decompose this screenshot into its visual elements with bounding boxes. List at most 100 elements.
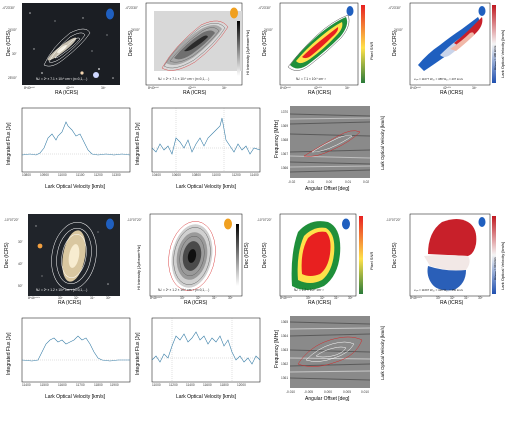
ra-tick: 30ˢ: [478, 296, 483, 300]
dec-tick: -4°23'30": [2, 6, 15, 10]
y-axis-label: Integrated Flux [Jy]: [135, 122, 141, 165]
ra-tick: 8ʰ40ᵐ⁰⁰: [280, 86, 291, 90]
ra-axis-label: RA (ICRS): [58, 300, 82, 306]
ra-tick: 32ˢ: [196, 296, 201, 300]
top-snr-panel: Nₙᴵ = 7.1 × 10¹⁹ cm⁻²: [279, 2, 366, 86]
top-spectrum-2: [151, 107, 261, 173]
column-density-note: Nₙᴵ = 1.2 × 10²⁰ cm⁻²: [294, 288, 324, 292]
pv-image: [289, 316, 371, 388]
dec-tick: -4°23'30": [388, 6, 401, 10]
beam-ellipse: [342, 218, 350, 230]
x-tick: 11000: [212, 173, 221, 177]
x-tick: 11200: [94, 173, 103, 177]
velocity-widths-note: vₛᵧₛ = 11077 W₅₀ = 388 W₂₀ = 407 km/s: [414, 77, 463, 81]
ra-tick: 34ˢ: [222, 86, 227, 90]
bottom-snr-panel: Nₙᴵ = 1.2 × 10²⁰ cm⁻²: [279, 213, 366, 297]
x-tick: 11000: [58, 173, 67, 177]
top-snr-image: [279, 2, 365, 86]
colorbar-label: HI Intensity [Jy/beam*Hz]: [245, 30, 250, 75]
dec-axis-label: Dec (ICRS): [244, 242, 250, 268]
bottom-mom0-image: [149, 213, 243, 297]
ra-tick: 8ʰ44ᵐ⁰⁰ˢ: [280, 296, 293, 300]
beam-ellipse: [106, 218, 114, 230]
y-tick: 1366: [281, 166, 289, 170]
y-axis-right-label: Lark Optical Velocity [km/s]: [380, 325, 385, 380]
ra-tick: 42ᵐ⁵⁰: [443, 86, 451, 90]
beam-ellipse: [346, 6, 354, 16]
x-tick: 11600: [58, 383, 67, 387]
bottom-optical-image: [28, 214, 120, 296]
x-tick: -0.005: [304, 390, 314, 394]
top-mom0-image: [145, 2, 243, 86]
ra-tick: 33ˢ: [180, 296, 185, 300]
y-tick: 1363: [281, 348, 289, 352]
top-optical-panel: Nₙᴵ = 2ⁿ × 7.1 × 10¹⁹ cm⁻² (n=0,1,…): [22, 3, 120, 85]
ra-tick: 30ˢ: [348, 296, 353, 300]
velocity-widths-note: vₛᵧₛ = 11697 W₅₀ = 426 W₂₀ = 450 km/s: [414, 288, 463, 292]
y-tick: 1367: [281, 152, 289, 156]
x-tick: 10800: [22, 173, 31, 177]
ra-tick: 8ʰ40ᵐ⁰⁰: [24, 86, 35, 90]
bottom-spectrum-2: [151, 317, 261, 383]
x-axis-label: Lark Optical Velocity [km/s]: [45, 184, 106, 190]
beam-ellipse: [106, 8, 114, 20]
y-tick: 1364: [281, 334, 289, 338]
snr-colorbar: [361, 5, 365, 83]
y-axis-label: Integrated Flux [Jy]: [135, 332, 141, 375]
bottom-mom0-panel: Nₙᴵ = 2ⁿ × 1.2 × 10²⁰ cm⁻² (n=0,1,…): [149, 213, 243, 297]
dec-axis-label: Dec (ICRS): [262, 30, 268, 56]
dec-tick: -4°23'30": [125, 6, 138, 10]
column-density-note: Nₙᴵ = 2ⁿ × 7.1 × 10¹⁹ cm⁻² (n=0,1,…): [158, 77, 210, 81]
top-optical-image: [22, 3, 120, 85]
y-tick: 1362: [281, 362, 289, 366]
x-tick: 11200: [169, 383, 178, 387]
x-axis-label: Angular Offset [deg]: [305, 186, 350, 192]
colorbar-inner-label: Δvₒₙₛₒᵣ = 100 km/s: [493, 45, 497, 70]
colorbar-label: Lark Optical Velocity [km/s]: [500, 241, 505, 290]
spectrum-plot: [21, 317, 131, 383]
x-axis-label: Lark Optical Velocity [km/s]: [176, 184, 237, 190]
intensity-colorbar: [236, 224, 239, 286]
ra-tick: 31ˢ: [334, 296, 339, 300]
x-tick: 12000: [237, 383, 246, 387]
y-tick: 1365: [281, 320, 289, 324]
beam-ellipse: [224, 218, 232, 230]
dec-tick: 30": [12, 52, 17, 56]
y-axis-label: Frequency [MHz]: [274, 329, 280, 368]
ra-axis-label: RA (ICRS): [440, 300, 464, 306]
ra-axis-label: RA (ICRS): [55, 90, 79, 96]
dec-tick: 50": [18, 284, 23, 288]
x-tick: 11700: [76, 383, 85, 387]
y-tick: 1361: [281, 376, 289, 380]
dec-axis-label: Dec (ICRS): [392, 30, 398, 56]
ra-tick: 31ˢ: [464, 296, 469, 300]
bottom-spectrum-1: [21, 317, 131, 383]
x-axis-label: Lark Optical Velocity [km/s]: [45, 394, 106, 400]
x-tick: -0.02: [288, 180, 296, 184]
x-tick: 10400: [152, 173, 161, 177]
ra-tick: 33ˢ: [58, 296, 63, 300]
x-tick: 10600: [172, 173, 181, 177]
ra-axis-label: RA (ICRS): [183, 90, 207, 96]
velocity-colorbar: [492, 216, 496, 294]
x-tick: 0.000: [324, 390, 332, 394]
ra-tick: 33ˢ: [436, 296, 441, 300]
dec-tick: 24'00": [394, 28, 403, 32]
dec-tick: 24'00": [8, 28, 17, 32]
dec-axis-label: Dec (ICRS): [4, 242, 10, 268]
bottom-velocity-image: [409, 213, 496, 297]
x-tick: 10900: [40, 173, 49, 177]
x-tick: 10800: [192, 173, 201, 177]
column-density-note: Nₙᴵ = 2ⁿ × 1.2 × 10²⁰ cm⁻² (n=0,1,…): [158, 288, 210, 292]
ra-tick: 31ˢ: [90, 296, 95, 300]
dec-tick: -10°07'20": [4, 218, 19, 222]
spectrum-plot: [151, 317, 261, 383]
bottom-snr-image: [279, 213, 363, 297]
y-axis-label: Frequency [MHz]: [274, 119, 280, 158]
ra-axis-label: RA (ICRS): [308, 300, 332, 306]
x-tick: 11400: [186, 383, 195, 387]
x-tick: 11400: [250, 173, 259, 177]
dec-tick: -10°07'20": [257, 218, 272, 222]
velocity-colorbar: [492, 5, 496, 83]
x-tick: 0.01: [345, 180, 352, 184]
